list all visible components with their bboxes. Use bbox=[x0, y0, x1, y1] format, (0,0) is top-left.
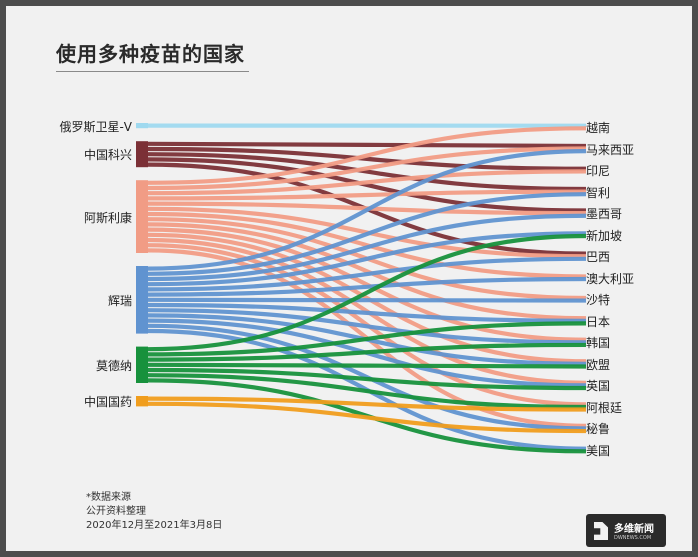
flow-link bbox=[147, 146, 587, 191]
brand-logo[interactable]: 多维新闻 DWNEWS.COM bbox=[586, 514, 666, 547]
target-label: 美国 bbox=[586, 444, 611, 458]
footnote-source: *数据来源 bbox=[86, 492, 131, 503]
target-label: 阿根廷 bbox=[586, 400, 623, 415]
flow-link bbox=[147, 396, 587, 412]
source-label: 俄罗斯卫星-V bbox=[59, 119, 132, 134]
logo-url: DWNEWS.COM bbox=[614, 535, 652, 541]
source-node bbox=[136, 266, 148, 334]
target-label: 马来西亚 bbox=[586, 142, 635, 157]
target-label: 英国 bbox=[586, 379, 611, 394]
flow-link bbox=[147, 213, 587, 282]
flow-link bbox=[147, 401, 587, 434]
flow-link bbox=[147, 192, 587, 276]
flow-link bbox=[147, 373, 587, 410]
flow-link bbox=[147, 232, 587, 364]
flow-link bbox=[147, 276, 587, 297]
source-label: 中国国药 bbox=[83, 395, 132, 410]
source-label: 阿斯利康 bbox=[83, 210, 132, 225]
flow-link bbox=[147, 362, 587, 369]
target-label: 智利 bbox=[586, 185, 611, 200]
title-underline bbox=[56, 71, 249, 72]
flow-link bbox=[147, 297, 587, 303]
flow-link bbox=[147, 189, 587, 201]
target-label: 巴西 bbox=[586, 250, 611, 265]
flow-link bbox=[147, 169, 587, 196]
flow-link bbox=[147, 222, 587, 321]
logo-icon bbox=[594, 522, 608, 540]
source-node bbox=[136, 346, 148, 383]
footnote-date: 2020年12月至2021年3月8日 bbox=[86, 520, 223, 531]
flow-link bbox=[147, 149, 587, 271]
source-label: 中国科兴 bbox=[83, 148, 132, 163]
flow-link bbox=[147, 342, 587, 362]
flow-link bbox=[147, 146, 587, 171]
logo-name: 多维新闻 bbox=[614, 524, 654, 535]
flow-link bbox=[147, 256, 587, 292]
source-node bbox=[136, 123, 148, 129]
flow-link bbox=[147, 231, 587, 287]
footnote-desc: 公开资料整理 bbox=[86, 506, 146, 517]
flow-link bbox=[147, 141, 587, 149]
source-node bbox=[136, 396, 148, 407]
target-label: 沙特 bbox=[586, 293, 611, 308]
flow-link bbox=[147, 321, 587, 357]
flow-link bbox=[147, 157, 587, 213]
chart-title: 使用多种疫苗的国家 bbox=[56, 42, 245, 66]
target-label: 新加坡 bbox=[586, 228, 623, 243]
flow-link bbox=[147, 227, 587, 342]
source-node bbox=[136, 141, 148, 168]
flow-link bbox=[147, 233, 587, 352]
target-label: 越南 bbox=[586, 121, 611, 135]
flow-link bbox=[147, 308, 587, 345]
flow-link bbox=[147, 367, 587, 391]
target-label: 韩国 bbox=[586, 336, 611, 351]
flow-link bbox=[147, 126, 587, 185]
source-label: 莫德纳 bbox=[95, 358, 132, 373]
source-label: 辉瑞 bbox=[107, 293, 132, 308]
target-label: 印尼 bbox=[586, 164, 611, 179]
target-label: 欧盟 bbox=[586, 357, 611, 372]
flow-link bbox=[147, 302, 587, 323]
target-label: 墨西哥 bbox=[586, 207, 623, 222]
target-label: 澳大利亚 bbox=[586, 271, 635, 286]
flow-link bbox=[147, 152, 587, 192]
target-label: 日本 bbox=[586, 314, 611, 329]
source-node bbox=[136, 180, 148, 253]
target-label: 秘鲁 bbox=[586, 422, 611, 437]
